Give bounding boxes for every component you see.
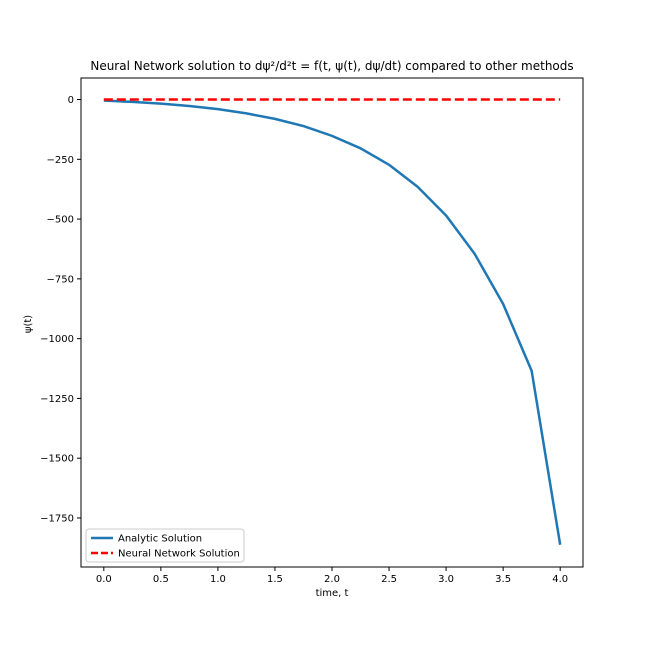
y-tick-label: −1750 — [40, 513, 74, 524]
series-line-analytic-solution — [103, 99, 562, 545]
legend: Analytic Solution Neural Network Solution — [85, 528, 245, 563]
x-tick-label: 4.0 — [552, 574, 568, 585]
x-axis-label: time, t — [316, 588, 349, 599]
y-tick-label: −1250 — [40, 394, 74, 405]
y-tick-label: −1500 — [40, 454, 74, 465]
y-tick-label: −1000 — [40, 334, 74, 345]
x-tick-label: 3.0 — [438, 574, 454, 585]
legend-label: Analytic Solution — [118, 534, 202, 545]
x-tick-label: 2.0 — [324, 574, 340, 585]
legend-label: Neural Network Solution — [118, 549, 240, 560]
x-tick-label: 2.5 — [381, 574, 397, 585]
x-tick-label: 1.0 — [210, 574, 226, 585]
chart-title: Neural Network solution to dψ²/d²t = f(t… — [90, 59, 573, 73]
x-tick-label: 1.5 — [267, 574, 283, 585]
y-tick-label: −750 — [47, 274, 74, 285]
legend-box — [85, 528, 245, 563]
axis-ticks: 0.0 0.5 1.0 1.5 2.0 2.5 3.0 3.5 4.0 0 −250 −500 −750… — [40, 95, 568, 585]
x-tick-label: 3.5 — [495, 574, 511, 585]
y-tick-label: −250 — [47, 155, 74, 166]
y-axis-label: ψ(t) — [23, 315, 34, 333]
y-tick-label: 0 — [68, 95, 74, 106]
y-tick-label: −500 — [47, 215, 74, 226]
x-tick-label: 0.5 — [153, 574, 169, 585]
x-tick-label: 0.0 — [96, 574, 112, 585]
